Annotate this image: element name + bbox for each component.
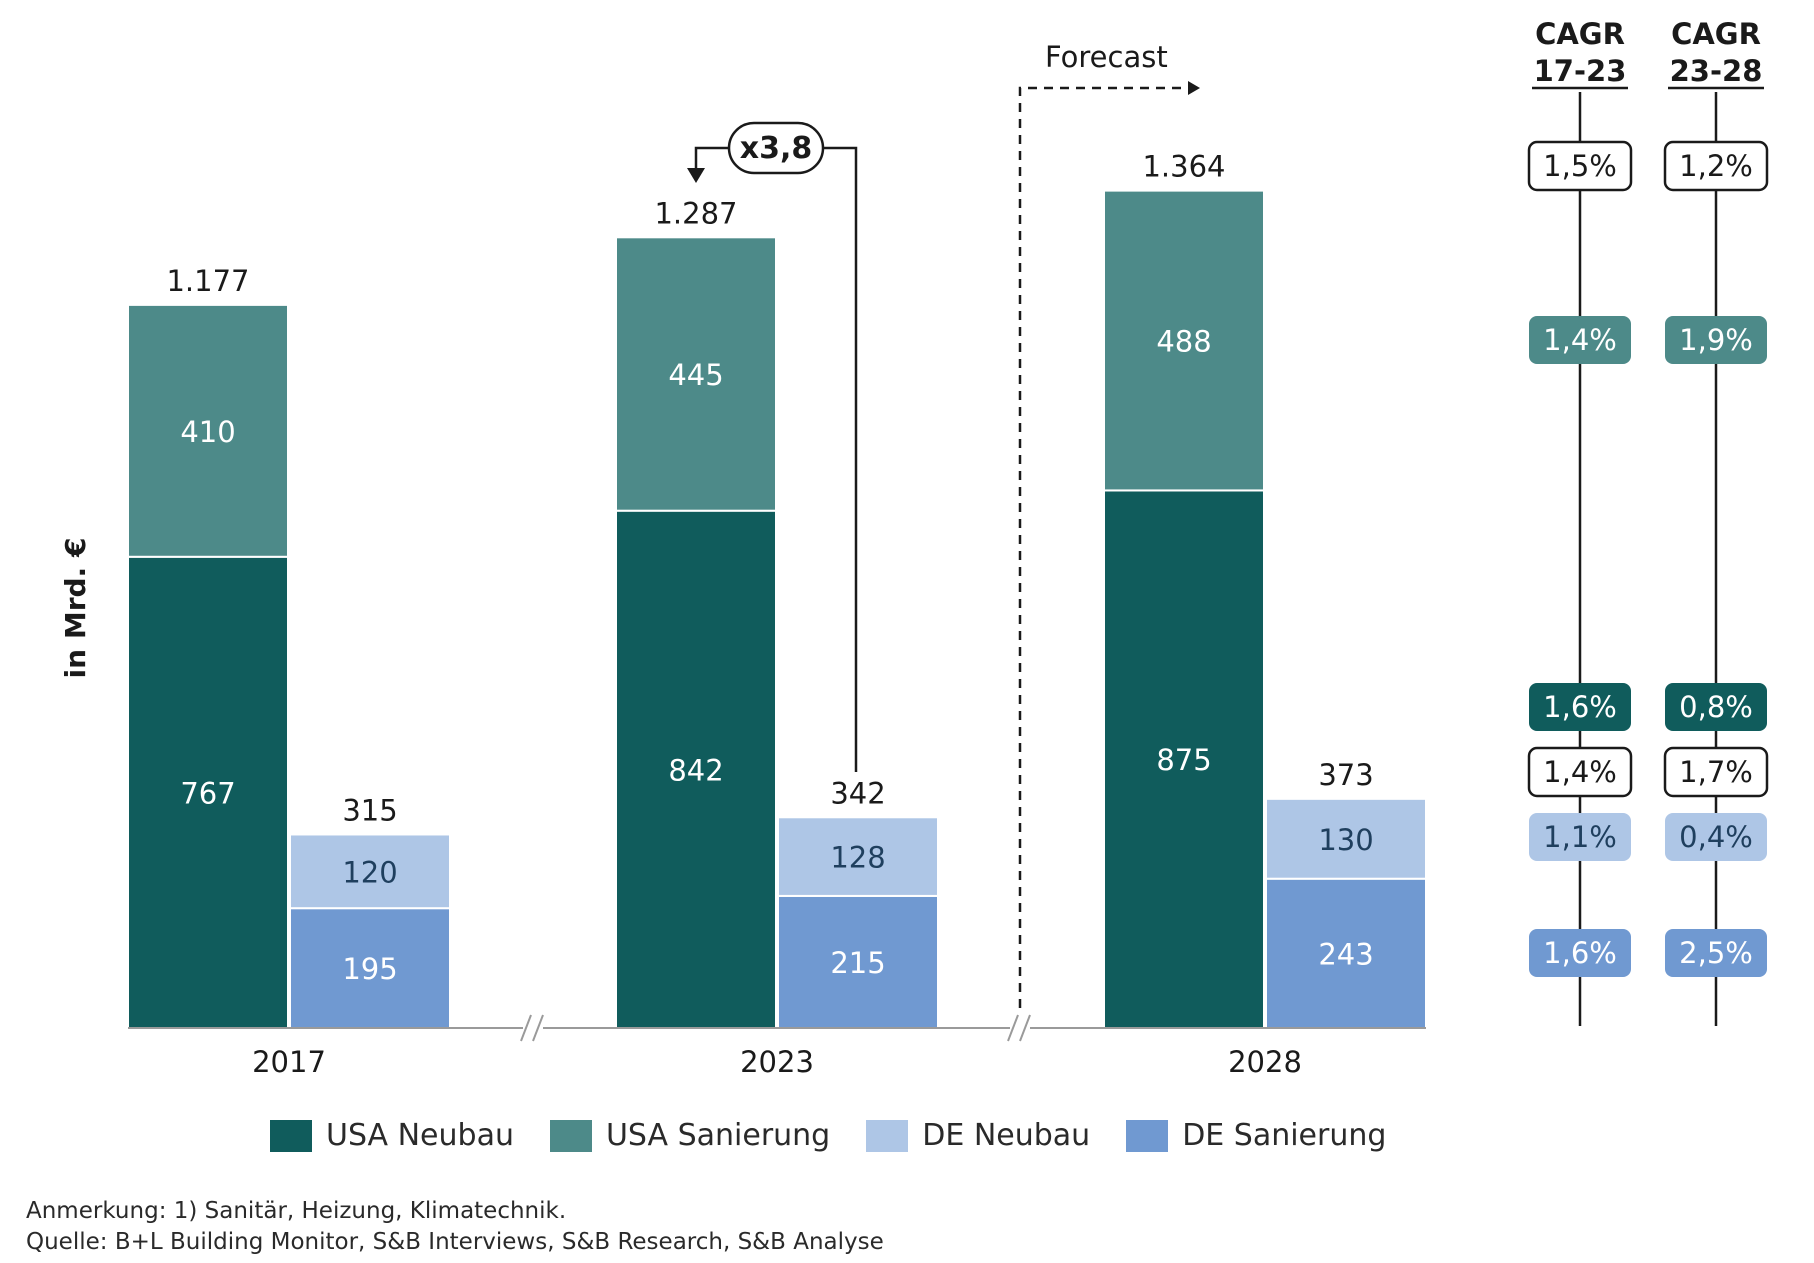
total-label-usa-2028: 1.364 (1142, 150, 1225, 184)
legend-label-de-sanierung: DE Sanierung (1182, 1118, 1387, 1153)
total-label-usa-2023: 1.287 (654, 196, 737, 230)
forecast-divider (1018, 86, 1190, 1008)
legend-swatch-de-sanierung (1126, 1119, 1169, 1152)
ratio-badge-text: x3,8 (740, 131, 813, 166)
cagr-badge-total-usa-1 (1527, 140, 1633, 192)
cagr-badge-de-neubau-1 (1529, 813, 1631, 861)
cagr-badge-de-neubau-2 (1665, 813, 1767, 861)
bar-de-neubau-2028 (1265, 797, 1427, 880)
cagr-badge-de-sanierung-2 (1665, 929, 1767, 977)
forecast-arrowhead (1188, 81, 1200, 95)
value-label-de-sanierung-2017: 195 (342, 952, 397, 986)
cagr-badge-usa-sanierung-1 (1529, 316, 1631, 364)
cagr-value-usa-neubau-1: 1,6% (1543, 690, 1617, 724)
cagr-value-total-usa-1: 1,5% (1543, 149, 1617, 183)
value-label-de-sanierung-2028: 243 (1318, 937, 1373, 971)
cagr-badge-usa-neubau-1 (1529, 683, 1631, 731)
axis-break-1-a (520, 1014, 532, 1042)
footnote-annotation: Anmerkung: 1) Sanitär, Heizung, Klimatec… (26, 1198, 567, 1224)
cagr-value-total-de-2: 1,7% (1679, 755, 1753, 789)
bar-usa-neubau-2023 (615, 509, 777, 1029)
axis-break-2-b (1019, 1014, 1031, 1042)
footnotes: Anmerkung: 1) Sanitär, Heizung, Klimatec… (26, 1196, 884, 1258)
value-label-usa-sanierung-2017: 410 (180, 415, 235, 449)
ratio-connector-left (694, 146, 729, 172)
cagr-badge-usa-sanierung-2 (1665, 316, 1767, 364)
axis-break-1-b (532, 1014, 544, 1042)
axis-break-2-a (1007, 1014, 1019, 1042)
bar-usa-sanierung-2028 (1103, 189, 1265, 492)
legend-item-de-neubau: DE Neubau (866, 1118, 1090, 1153)
cagr-value-de-neubau-2: 0,4% (1679, 820, 1753, 854)
value-label-de-sanierung-2023: 215 (830, 946, 885, 980)
bar-de-neubau-2023 (777, 816, 939, 897)
forecast-label: Forecast (1045, 40, 1168, 74)
x-tick-label-2023: 2023 (740, 1045, 814, 1079)
bar-de-neubau-2017 (289, 833, 451, 910)
cagr-value-total-usa-2: 1,2% (1679, 149, 1753, 183)
bar-usa-sanierung-2017 (127, 303, 289, 558)
bar-de-sanierung-2028 (1265, 877, 1427, 1029)
x-tick-label-2017: 2017 (252, 1045, 326, 1079)
total-label-de-2028: 373 (1318, 758, 1373, 792)
legend-swatch-de-neubau (866, 1119, 909, 1152)
cagr-badge-total-usa-2 (1663, 140, 1769, 192)
cagr-value-total-de-1: 1,4% (1543, 755, 1617, 789)
cagr-header-2-period: 23-28 (1670, 54, 1763, 88)
legend-label-usa-neubau: USA Neubau (326, 1118, 514, 1153)
cagr-badge-de-sanierung-1 (1529, 929, 1631, 977)
cagr-value-usa-sanierung-1: 1,4% (1543, 323, 1617, 357)
value-label-de-neubau-2017: 120 (342, 855, 397, 889)
value-label-usa-neubau-2023: 842 (668, 753, 723, 787)
cagr-value-de-sanierung-1: 1,6% (1543, 936, 1617, 970)
value-label-usa-neubau-2017: 767 (180, 776, 235, 810)
cagr-header-1-title: CAGR (1535, 17, 1625, 51)
y-axis-label: in Mrd. € (59, 538, 92, 679)
total-label-usa-2017: 1.177 (166, 264, 249, 298)
legend-swatch-usa-sanierung (549, 1119, 592, 1152)
legend-swatch-usa-neubau (270, 1119, 312, 1152)
footnote-source: Quelle: B+L Building Monitor, S&B Interv… (26, 1229, 884, 1255)
value-label-de-neubau-2028: 130 (1318, 823, 1373, 857)
legend: USA Neubau USA Sanierung DE Neubau DE Sa… (270, 1118, 1386, 1153)
bar-usa-sanierung-2023 (615, 236, 777, 512)
value-label-usa-neubau-2028: 875 (1156, 743, 1211, 777)
cagr-value-usa-neubau-2: 0,8% (1679, 690, 1753, 724)
value-label-de-neubau-2023: 128 (830, 841, 885, 875)
legend-label-de-neubau: DE Neubau (922, 1118, 1091, 1153)
value-label-usa-sanierung-2023: 445 (668, 358, 723, 392)
legend-item-usa-sanierung: USA Sanierung (549, 1118, 831, 1153)
bar-usa-neubau-2017 (127, 555, 289, 1029)
total-label-de-2017: 315 (342, 793, 397, 827)
cagr-badge-usa-neubau-2 (1665, 683, 1767, 731)
cagr-badge-total-de-2 (1663, 746, 1769, 798)
total-label-de-2023: 342 (830, 776, 885, 810)
ratio-badge (727, 121, 825, 175)
x-tick-label-2028: 2028 (1228, 1045, 1302, 1079)
legend-item-de-sanierung: DE Sanierung (1126, 1118, 1386, 1153)
cagr-value-de-sanierung-2: 2,5% (1679, 936, 1753, 970)
ratio-connector-right (823, 146, 858, 772)
value-label-usa-sanierung-2028: 488 (1156, 325, 1211, 359)
cagr-value-de-neubau-1: 1,1% (1543, 820, 1617, 854)
cagr-badge-total-de-1 (1527, 746, 1633, 798)
annotations-layer: x3,8 Forecast (687, 40, 1200, 1008)
cagr-value-usa-sanierung-2: 1,9% (1679, 323, 1753, 357)
legend-label-usa-sanierung: USA Sanierung (605, 1118, 831, 1153)
legend-item-usa-neubau: USA Neubau (270, 1118, 514, 1153)
ratio-arrowhead (687, 168, 705, 183)
bars-layer: 767 410 1.177 195 120 315 842 445 1.287 215 128 342… (59, 150, 1427, 1079)
cagr-header-1-period: 17-23 (1534, 54, 1627, 88)
cagr-header-2-title: CAGR (1671, 17, 1761, 51)
